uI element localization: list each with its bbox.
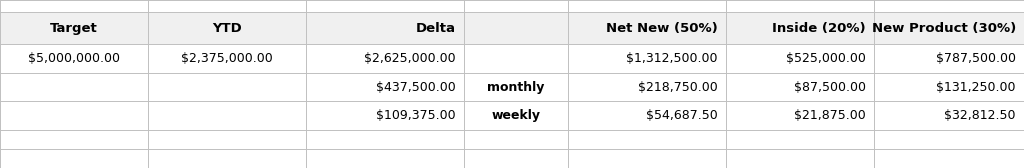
Text: $87,500.00: $87,500.00: [794, 80, 866, 94]
Text: $525,000.00: $525,000.00: [786, 52, 866, 65]
Text: New Product (30%): New Product (30%): [871, 22, 1016, 35]
Text: $21,875.00: $21,875.00: [794, 109, 866, 122]
Text: Inside (20%): Inside (20%): [772, 22, 866, 35]
Text: Net New (50%): Net New (50%): [606, 22, 718, 35]
Text: $32,812.50: $32,812.50: [944, 109, 1016, 122]
Text: $54,687.50: $54,687.50: [646, 109, 718, 122]
Text: $2,375,000.00: $2,375,000.00: [181, 52, 272, 65]
Bar: [0, 101, 1024, 130]
Text: $2,625,000.00: $2,625,000.00: [365, 52, 456, 65]
Text: $1,312,500.00: $1,312,500.00: [627, 52, 718, 65]
Text: weekly: weekly: [492, 109, 541, 122]
Text: $437,500.00: $437,500.00: [376, 80, 456, 94]
Bar: [0, 73, 1024, 101]
Bar: [0, 130, 1024, 149]
Bar: [0, 44, 1024, 73]
Bar: [0, 149, 1024, 168]
Text: Delta: Delta: [416, 22, 456, 35]
Text: $218,750.00: $218,750.00: [638, 80, 718, 94]
Text: Target: Target: [50, 22, 98, 35]
Bar: [0, 0, 1024, 12]
Text: $131,250.00: $131,250.00: [936, 80, 1016, 94]
Text: $787,500.00: $787,500.00: [936, 52, 1016, 65]
Text: YTD: YTD: [212, 22, 242, 35]
Text: $109,375.00: $109,375.00: [376, 109, 456, 122]
Text: $5,000,000.00: $5,000,000.00: [28, 52, 120, 65]
Text: monthly: monthly: [487, 80, 545, 94]
Bar: [0, 12, 1024, 44]
